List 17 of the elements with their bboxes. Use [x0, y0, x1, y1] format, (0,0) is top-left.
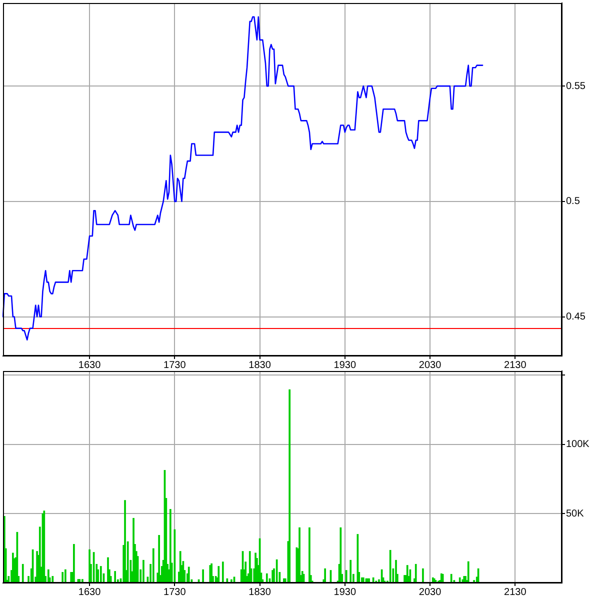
y-tick-label: 50K [566, 508, 584, 520]
y-tick-label: 0.45 [566, 312, 586, 323]
x-tick-label: 2130 [504, 360, 527, 371]
x-tick-label: 1930 [334, 360, 356, 371]
x-tick-label: 1930 [334, 586, 356, 598]
x-tick-label: 1630 [78, 586, 102, 598]
x-tick-label: 1730 [164, 586, 186, 598]
x-tick-label: 2030 [418, 586, 442, 598]
x-tick-label: 1830 [248, 360, 272, 371]
x-tick-label: 1830 [248, 586, 272, 598]
x-tick-label: 2130 [504, 586, 527, 598]
x-tick-label: 1630 [78, 360, 102, 371]
x-tick-label: 1730 [164, 360, 186, 371]
x-tick-label: 2030 [418, 360, 442, 371]
y-tick-label: 0.5 [566, 196, 580, 208]
y-tick-label: 0.55 [566, 80, 586, 92]
y-tick-label: 100K [566, 439, 590, 450]
